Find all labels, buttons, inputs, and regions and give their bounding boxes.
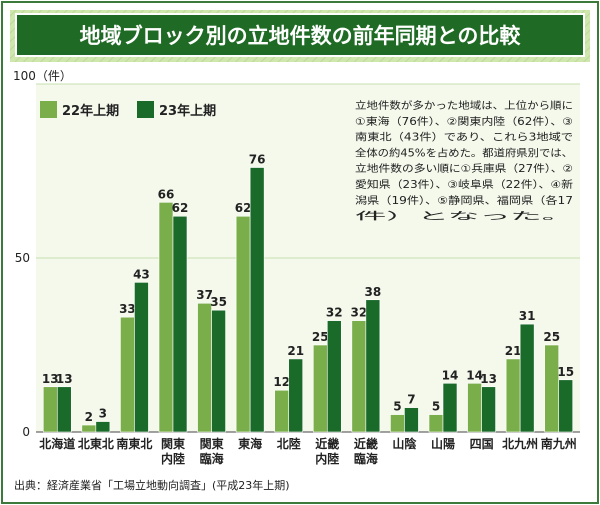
category-label-3: 内陸 <box>161 451 185 466</box>
value-label-2023-6: 21 <box>287 344 304 358</box>
value-label-2022-13: 25 <box>543 330 560 344</box>
value-label-2023-7: 32 <box>326 306 343 320</box>
value-label-2023-10: 14 <box>442 368 459 382</box>
bar-2023-2 <box>134 282 149 433</box>
value-label-2023-2: 43 <box>133 267 150 281</box>
value-label-2023-12: 31 <box>519 309 536 323</box>
value-label-2022-1: 2 <box>85 410 93 424</box>
category-label-7: 近畿 <box>315 436 339 451</box>
category-label-1: 北東北 <box>78 436 114 451</box>
bar-2023-3 <box>172 215 188 433</box>
value-label-2022-2: 33 <box>119 302 136 316</box>
category-label-7: 内陸 <box>315 451 339 466</box>
category-label-3: 関東 <box>161 436 185 451</box>
category-label-8: 近畿 <box>354 436 378 451</box>
bar-2023-6 <box>288 358 304 433</box>
value-label-2022-3: 66 <box>158 187 175 201</box>
bar-2022-4 <box>197 302 212 433</box>
category-label-0: 北海道 <box>39 436 75 451</box>
category-label-10: 山陽 <box>431 436 455 451</box>
value-label-2022-9: 5 <box>393 400 401 414</box>
value-label-2023-9: 7 <box>407 393 415 407</box>
note-line: 件）となった。 <box>355 211 573 223</box>
chart-title: 地域ブロック別の立地件数の前年同期との比較 <box>80 24 522 48</box>
value-label-2022-6: 12 <box>273 375 290 389</box>
value-label-2022-7: 25 <box>312 330 329 344</box>
bar-2022-12 <box>505 358 521 433</box>
bar-2023-8 <box>365 299 381 433</box>
value-label-2023-1: 3 <box>99 407 107 421</box>
bar-2022-13 <box>544 344 560 433</box>
y-tick-label: 0 <box>22 425 30 439</box>
value-label-2023-0: 13 <box>56 372 73 386</box>
value-label-2023-5: 76 <box>249 153 266 167</box>
legend-swatch-2022 <box>40 101 57 118</box>
source-note: 出典：経済産業省「工場立地動向調査」(平成23年上期) <box>14 478 290 492</box>
value-label-2022-12: 21 <box>505 344 522 358</box>
bar-2022-8 <box>351 320 367 433</box>
category-label-5: 東海 <box>238 436 262 451</box>
bar-2023-0 <box>56 386 72 433</box>
category-label-12: 北九州 <box>502 436 538 451</box>
category-label-4: 臨海 <box>200 451 224 466</box>
value-label-2023-13: 15 <box>557 365 574 379</box>
bar-2022-5 <box>235 215 251 433</box>
note-line: ①東海（76件）、②関東内陸（62件）、③ <box>355 115 573 128</box>
y-tick-label: 50 <box>15 251 30 265</box>
bar-2022-3 <box>158 202 174 433</box>
note-line: 南東北（43件）であり、これら3地域で <box>355 131 573 144</box>
bar-2022-2 <box>120 316 135 433</box>
y-tick-labels: 0 50 <box>15 251 30 439</box>
legend: 22年上期 23年上期 <box>40 101 216 119</box>
bar-2022-9 <box>390 414 405 433</box>
bar-2023-1 <box>95 421 111 433</box>
value-label-2022-10: 5 <box>432 400 440 414</box>
note-line: 立地件数が多かった地域は、上位から順に <box>355 99 573 112</box>
bar-2023-4 <box>211 309 226 433</box>
note-line: 愛知県（23件）、③岐阜県（22件）、④新 <box>355 178 573 191</box>
bar-2023-12 <box>519 323 535 433</box>
value-label-2023-8: 38 <box>365 285 382 299</box>
note-line: 潟県（19件）、⑤静岡県、福岡県（各17 <box>355 194 573 207</box>
bar-2022-7 <box>312 344 328 433</box>
bar-2023-10 <box>442 382 458 433</box>
value-label-2023-4: 35 <box>210 295 227 309</box>
title-banner <box>15 13 585 57</box>
value-label-2022-0: 13 <box>42 372 59 386</box>
value-label-2022-11: 14 <box>466 368 483 382</box>
bar-2023-7 <box>326 320 342 433</box>
bar-2023-13 <box>558 379 574 433</box>
note-line: 全体の約45%を占めた。都道府県別では、 <box>355 146 573 159</box>
category-label-9: 山陰 <box>392 436 417 451</box>
bar-2023-9 <box>404 407 419 433</box>
y-axis-unit-label: 100（件） <box>13 69 72 83</box>
category-label-13: 南九州 <box>541 436 577 451</box>
value-label-2022-5: 62 <box>235 201 252 215</box>
legend-label-2023: 23年上期 <box>159 103 216 119</box>
bar-2022-6 <box>274 389 290 433</box>
bar-2022-0 <box>42 386 58 433</box>
category-label-4: 関東 <box>200 436 224 451</box>
value-label-2022-8: 32 <box>351 306 368 320</box>
annotation-note: 立地件数が多かった地域は、上位から順に ①東海（76件）、②関東内陸（62件）、③… <box>355 99 573 223</box>
legend-label-2022: 22年上期 <box>62 103 119 119</box>
bar-2022-1 <box>81 424 97 433</box>
bar-2023-11 <box>481 386 496 433</box>
category-label-6: 北陸 <box>277 436 301 451</box>
legend-swatch-2023 <box>137 101 154 118</box>
category-label-8: 臨海 <box>354 451 378 466</box>
note-line: 立地件数の多い順に①兵庫県（27件）、② <box>355 162 573 175</box>
value-label-2022-4: 37 <box>196 288 213 302</box>
category-label-11: 四国 <box>470 437 494 451</box>
value-label-2023-11: 13 <box>480 372 497 386</box>
bar-2022-10 <box>428 414 444 433</box>
bar-2022-11 <box>467 382 482 433</box>
value-label-2023-3: 62 <box>172 201 189 215</box>
category-label-2: 南東北 <box>116 436 152 451</box>
bar-2023-5 <box>249 167 265 433</box>
